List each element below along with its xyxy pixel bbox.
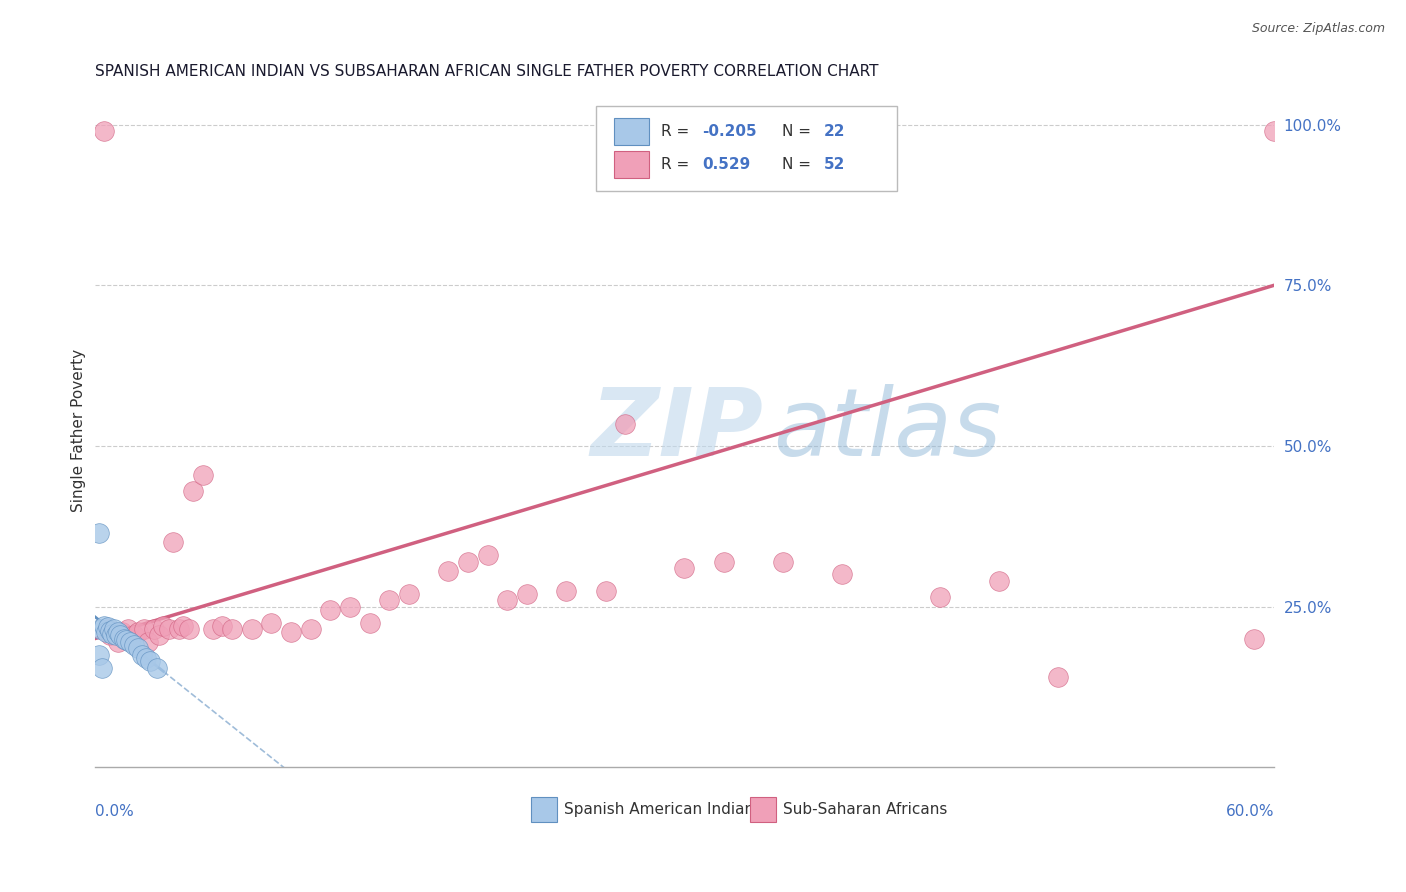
Point: [107, 635, 129, 649]
Point: [1243, 632, 1265, 646]
Point: [146, 660, 169, 674]
Point: [87, 525, 110, 540]
Point: [457, 555, 479, 569]
Text: atlas: atlas: [773, 384, 1001, 475]
Point: [93, 619, 115, 633]
Point: [101, 626, 124, 640]
Point: [117, 622, 139, 636]
Point: [96, 625, 118, 640]
Point: [136, 635, 159, 649]
Point: [516, 587, 538, 601]
Point: [595, 583, 617, 598]
Point: [108, 628, 131, 642]
Point: [138, 654, 160, 668]
Point: [162, 535, 184, 549]
Point: [831, 567, 853, 582]
Point: [127, 625, 149, 640]
Point: [97, 620, 120, 634]
Text: 22: 22: [824, 124, 845, 138]
Point: [928, 590, 950, 604]
Point: [319, 603, 342, 617]
Point: [131, 648, 153, 662]
Point: [142, 622, 165, 636]
Point: [1263, 124, 1285, 138]
Point: [97, 622, 120, 636]
Point: [201, 622, 224, 636]
Point: [93, 124, 115, 138]
Point: [181, 483, 204, 498]
Point: [122, 638, 145, 652]
Y-axis label: Single Father Poverty: Single Father Poverty: [72, 349, 86, 511]
Point: [107, 625, 129, 640]
Point: [152, 619, 174, 633]
FancyBboxPatch shape: [596, 106, 897, 191]
Point: [280, 625, 302, 640]
Point: [555, 583, 578, 598]
Point: [260, 615, 283, 630]
Point: [614, 417, 637, 431]
Text: Sub-Saharan Africans: Sub-Saharan Africans: [783, 802, 948, 817]
Point: [103, 625, 125, 640]
Text: 52: 52: [824, 157, 845, 172]
Point: [211, 619, 233, 633]
Point: [172, 619, 194, 633]
Point: [127, 641, 149, 656]
Text: Source: ZipAtlas.com: Source: ZipAtlas.com: [1251, 22, 1385, 36]
Point: [118, 632, 141, 646]
Bar: [613, 152, 650, 178]
Point: [103, 622, 125, 636]
Point: [398, 587, 420, 601]
Point: [477, 548, 499, 562]
Point: [299, 622, 322, 636]
Point: [167, 622, 190, 636]
Text: R =: R =: [661, 157, 693, 172]
Text: Spanish American Indians: Spanish American Indians: [564, 802, 762, 817]
Point: [240, 622, 263, 636]
Text: ZIP: ZIP: [591, 384, 763, 476]
Point: [772, 555, 794, 569]
Point: [359, 615, 381, 630]
Point: [135, 651, 157, 665]
Text: SPANISH AMERICAN INDIAN VS SUBSAHARAN AFRICAN SINGLE FATHER POVERTY CORRELATION : SPANISH AMERICAN INDIAN VS SUBSAHARAN AF…: [94, 64, 879, 79]
Point: [98, 628, 121, 642]
Point: [673, 561, 696, 575]
Text: -0.205: -0.205: [702, 124, 756, 138]
Point: [191, 467, 214, 482]
Point: [118, 635, 141, 649]
Point: [112, 632, 135, 646]
Point: [111, 625, 134, 640]
Point: [89, 622, 111, 636]
Bar: [613, 118, 650, 145]
Point: [132, 622, 155, 636]
Point: [221, 622, 243, 636]
Text: 0.0%: 0.0%: [94, 805, 134, 819]
Point: [378, 593, 401, 607]
Point: [105, 628, 128, 642]
Text: R =: R =: [661, 124, 693, 138]
Text: 0.529: 0.529: [702, 157, 751, 172]
Point: [437, 564, 460, 578]
Point: [91, 660, 114, 674]
Bar: [751, 797, 776, 822]
Point: [148, 628, 170, 642]
Point: [122, 628, 145, 642]
Point: [339, 599, 361, 614]
Point: [1046, 670, 1069, 684]
Point: [713, 555, 735, 569]
Text: N =: N =: [782, 157, 815, 172]
Point: [496, 593, 519, 607]
Text: 60.0%: 60.0%: [1226, 805, 1274, 819]
Text: N =: N =: [782, 124, 815, 138]
Point: [87, 648, 110, 662]
Point: [112, 628, 135, 642]
Point: [115, 632, 138, 647]
Point: [157, 622, 180, 636]
Bar: [531, 797, 557, 822]
Point: [98, 624, 121, 638]
Point: [177, 622, 200, 636]
Point: [987, 574, 1010, 588]
